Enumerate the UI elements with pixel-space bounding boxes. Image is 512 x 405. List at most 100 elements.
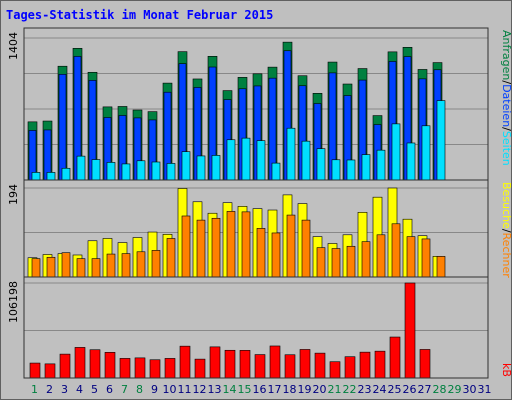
sites-bar [211,217,221,278]
legend-bottom: kB [500,363,512,377]
pages-bar [256,140,266,181]
x-tick-label: 21 [328,383,342,396]
x-tick-label: 10 [163,383,177,396]
kbytes-bar [149,359,161,379]
pages-bar [376,149,386,181]
pages-bar [331,159,341,181]
pages-bar [301,140,311,181]
x-tick-label: 6 [106,383,113,396]
pages-bar [136,160,146,181]
kbytes-bar [374,350,386,379]
x-tick-label: 20 [313,383,327,396]
legend-separator: / [500,229,512,233]
pages-bar [76,155,86,181]
sites-bar [331,248,341,278]
sites-bar [106,253,116,278]
pages-bar [436,100,446,181]
legend-pages: Seiten [500,131,512,166]
sites-bar [121,253,131,278]
pages-bar [391,123,401,181]
x-tick-label: 27 [418,383,432,396]
pages-bar [91,159,101,181]
x-tick-label: 30 [463,383,477,396]
files-bar [58,74,67,181]
sites-bar [301,219,311,278]
kbytes-bar [209,346,221,379]
legend-separator: / [500,80,512,84]
sites-bar [196,219,206,278]
kbytes-bar [119,358,131,379]
x-tick-label: 19 [298,383,312,396]
x-tick-label: 28 [433,383,447,396]
kbytes-bar [89,349,101,379]
x-tick-label: 18 [283,383,297,396]
x-tick-label: 5 [91,383,98,396]
pages-bar [316,148,326,181]
x-tick-label: 23 [358,383,372,396]
x-tick-label: 8 [136,383,143,396]
x-tick-label: 9 [151,383,158,396]
sites-bar [76,258,86,278]
sites-bar [256,228,266,278]
x-tick-label: 14 [223,383,237,396]
kbytes-bar [164,358,176,379]
pages-bar [241,137,251,181]
kbytes-bar [74,347,86,379]
x-tick-label: 1 [31,383,38,396]
sites-bar [181,215,191,278]
legend-sites: Rechner [500,233,512,279]
legend-separator: / [500,127,512,131]
legend-visits: Besuche [500,182,512,229]
x-tick-label: 31 [478,383,492,396]
legend-files: Dateien [500,84,512,127]
panel-borders [23,27,489,379]
x-tick-label: 22 [343,383,357,396]
sites-bar [136,251,146,278]
pages-bar [106,162,116,181]
x-tick-label: 15 [238,383,252,396]
kbytes-bar [224,349,236,379]
x-tick-label: 29 [448,383,462,396]
kbytes-bar [314,352,326,379]
x-tick-label: 11 [178,383,192,396]
x-tick-label: 26 [403,383,417,396]
kbytes-bar [29,362,41,379]
pages-bar [211,155,221,181]
x-tick-label: 12 [193,383,207,396]
panel-border [23,276,489,379]
sites-bar [361,241,371,278]
sites-bar [286,214,296,278]
chart-title: Tages-Statistik im Monat Februar 2015 [6,8,273,22]
kbytes-bar [419,349,431,379]
sites-bar [241,211,251,278]
kbytes-bar [194,358,206,379]
x-tick-label: 16 [253,383,267,396]
kbytes-bar [299,349,311,379]
pages-bar [181,151,191,181]
kbytes-bar [284,354,296,379]
legend-middle: Besuche/Rechner [500,182,512,278]
pages-bar [61,167,71,181]
sites-bar [226,211,236,278]
kbytes-bar [59,353,71,379]
x-tick-label: 4 [76,383,83,396]
kbytes-bar [254,354,266,379]
sites-bar [421,238,431,278]
pages-bar [406,142,416,181]
pages-bar [271,162,281,181]
sites-bar [46,256,56,278]
sites-bar [316,247,326,278]
kbytes-bar [134,357,146,379]
pages-bar [166,163,176,181]
y-max-label-hits: 1404 [7,32,20,60]
pages-bar [361,154,371,181]
sites-bar [31,258,41,278]
pages-bar [421,125,431,181]
kbytes-bar [44,363,56,379]
kbytes-bar [104,352,116,379]
kbytes-bar [359,351,371,379]
x-axis-day-labels: 1 2 3 4 5 6 7 8 9 10 11 12 13 14 15 16 17 18 19 20 21 22 23 24 2… [31,383,492,396]
kbytes-bar [329,361,341,379]
sites-bar [406,236,416,278]
